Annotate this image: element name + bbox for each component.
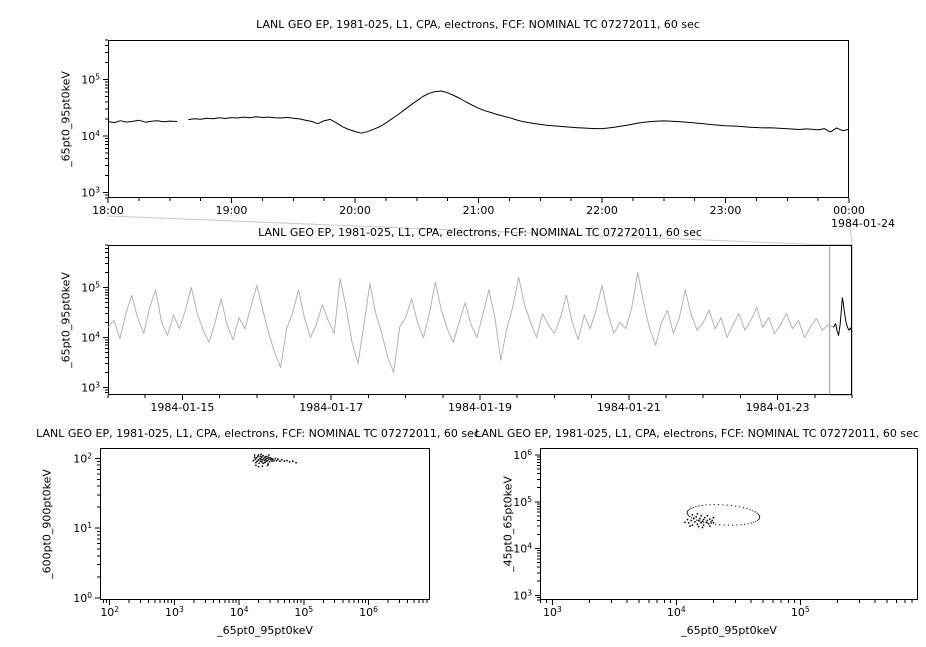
plot-top-timeseries[interactable]: 18:00 19:00 20:00 21:00 22:00 23:00 00:001984-… — [81, 39, 895, 230]
svg-text:106: 106 — [513, 448, 532, 462]
svg-text:00:00: 00:00 — [833, 204, 865, 217]
svg-text:103: 103 — [543, 605, 562, 619]
plot-frame — [108, 245, 852, 395]
y-axis-label-scatter-right: _45pt0_65pt0keV — [501, 476, 515, 572]
y-axis: 103 104 105 — [81, 39, 108, 199]
y-axis-label-scatter-left: _600pt0_900pt0keV — [40, 469, 54, 579]
x-axis: 102 103 104 105 106 — [100, 600, 428, 619]
svg-text:105: 105 — [513, 495, 532, 509]
svg-text:19:00: 19:00 — [216, 204, 248, 217]
svg-text:103: 103 — [165, 605, 184, 619]
x-axis-label-scatter-left: _65pt0_95pt0keV — [217, 624, 313, 637]
series-1 — [686, 504, 761, 526]
svg-text:105: 105 — [791, 605, 810, 619]
svg-text:103: 103 — [81, 381, 100, 395]
plot-title-top: LANL GEO EP, 1981-025, L1, CPA, electron… — [256, 18, 700, 31]
plot-title-scatter-left: LANL GEO EP, 1981-025, L1, CPA, electron… — [36, 427, 480, 440]
svg-text:23:00: 23:00 — [710, 204, 742, 217]
series-0 — [684, 513, 715, 529]
x-axis: 18:00 19:00 20:00 21:00 22:00 23:00 00:001984-… — [92, 198, 895, 230]
plot-scatter-left[interactable]: 102 103 104 105 106 100 101 102 — [73, 448, 430, 619]
y-axis: 100 101 102 — [73, 451, 100, 605]
x-axis: 1984-01-15 1984-01-17 1984-01-19 1984-01-21… — [107, 395, 853, 414]
svg-text:104: 104 — [81, 129, 100, 143]
svg-text:100: 100 — [73, 591, 92, 605]
plot-scatter-right[interactable]: 103 104 105 103 104 105 106 — [513, 448, 918, 619]
svg-text:104: 104 — [81, 331, 100, 345]
svg-text:1984-01-17: 1984-01-17 — [299, 401, 363, 414]
svg-text:18:00: 18:00 — [92, 204, 124, 217]
svg-text:101: 101 — [73, 521, 92, 535]
series-0 — [107, 90, 850, 134]
svg-text:104: 104 — [513, 542, 532, 556]
x-axis: 103 104 105 — [539, 600, 913, 619]
series-1 — [832, 297, 853, 336]
y-axis-label-overview: _65pt0_95pt0keV — [59, 272, 73, 368]
svg-text:105: 105 — [81, 281, 100, 295]
svg-text:102: 102 — [73, 451, 92, 465]
plot-title-scatter-right: LANL GEO EP, 1981-025, L1, CPA, electron… — [475, 427, 919, 440]
plot-overview-timeseries[interactable]: 1984-01-15 1984-01-17 1984-01-19 1984-01-21… — [81, 244, 853, 414]
svg-text:1984-01-21: 1984-01-21 — [597, 401, 661, 414]
svg-text:104: 104 — [667, 605, 686, 619]
svg-text:103: 103 — [513, 588, 532, 602]
svg-text:103: 103 — [81, 185, 100, 199]
y-axis: 103 104 105 106 — [513, 448, 540, 602]
svg-text:1984-01-19: 1984-01-19 — [448, 401, 512, 414]
svg-text:102: 102 — [100, 605, 119, 619]
svg-text:106: 106 — [359, 605, 378, 619]
x-axis-label-scatter-right: _65pt0_95pt0keV — [681, 624, 777, 637]
svg-text:104: 104 — [230, 605, 249, 619]
y-axis: 103 104 105 — [81, 244, 108, 395]
svg-text:105: 105 — [294, 605, 313, 619]
svg-text:20:00: 20:00 — [339, 204, 371, 217]
axis-date-label: 1984-01-24 — [831, 217, 895, 230]
plot-frame — [100, 448, 430, 600]
svg-text:1984-01-15: 1984-01-15 — [150, 401, 214, 414]
plot-frame — [540, 448, 918, 600]
plot-title-overview: LANL GEO EP, 1981-025, L1, CPA, electron… — [258, 226, 702, 239]
plot-frame — [108, 40, 849, 198]
series-0 — [107, 271, 834, 373]
svg-text:1984-01-23: 1984-01-23 — [746, 401, 810, 414]
series-0 — [252, 453, 297, 468]
svg-text:22:00: 22:00 — [586, 204, 618, 217]
svg-text:21:00: 21:00 — [463, 204, 495, 217]
svg-text:105: 105 — [81, 73, 100, 87]
y-axis-label-top: _65pt0_95pt0keV — [59, 71, 73, 167]
